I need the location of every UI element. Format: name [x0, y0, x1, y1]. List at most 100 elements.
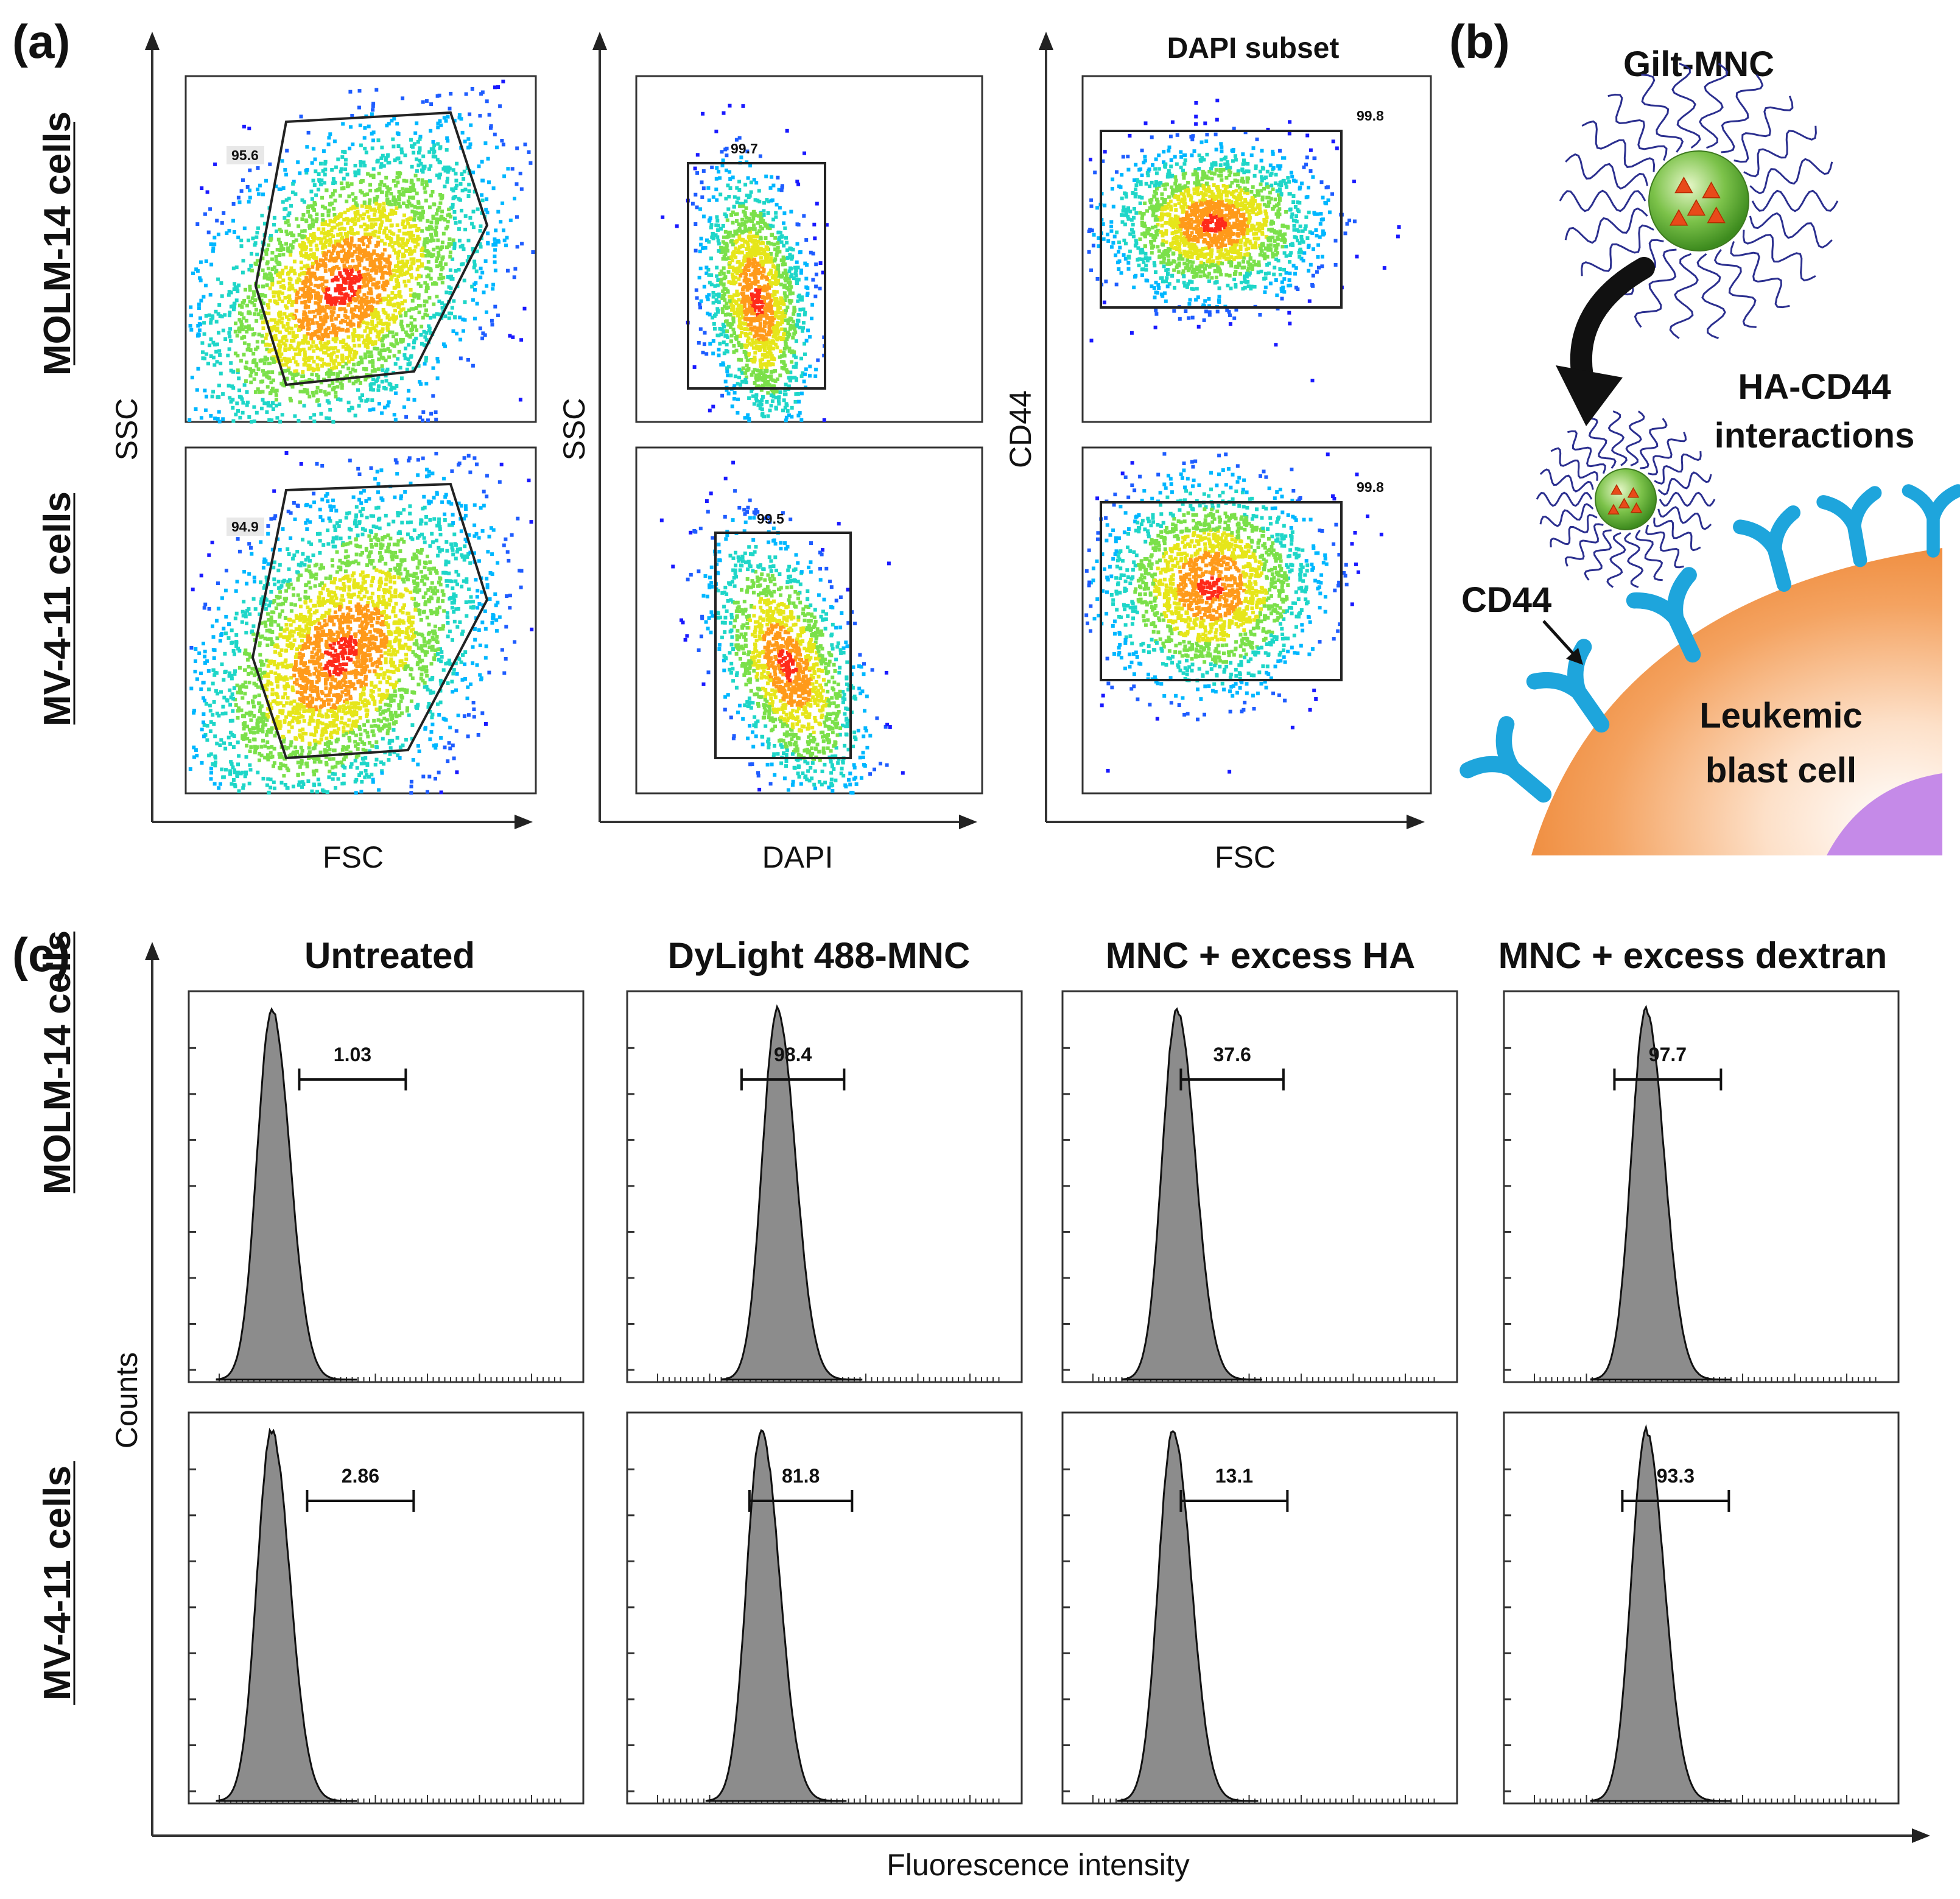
density-point — [347, 585, 351, 589]
density-point — [262, 674, 267, 678]
density-point — [339, 720, 343, 725]
density-point — [278, 228, 282, 231]
density-point — [493, 248, 497, 252]
density-point — [264, 252, 269, 256]
density-point — [288, 713, 292, 717]
density-point — [409, 288, 413, 292]
density-point — [434, 259, 438, 264]
density-point — [339, 181, 343, 185]
density-point — [354, 201, 358, 205]
density-point — [329, 580, 334, 584]
density-point — [310, 161, 314, 165]
density-point — [309, 243, 313, 247]
density-point — [325, 342, 329, 346]
density-point — [387, 603, 391, 607]
density-point — [431, 282, 435, 286]
density-point — [317, 329, 321, 333]
density-point — [494, 228, 498, 233]
density-point — [309, 253, 314, 257]
density-point — [337, 326, 341, 331]
density-point — [351, 192, 355, 196]
density-point — [268, 298, 272, 303]
density-point — [393, 293, 398, 298]
density-point — [363, 352, 367, 356]
density-point — [356, 747, 360, 751]
density-point — [335, 700, 339, 704]
density-point — [320, 277, 324, 281]
density-point — [346, 221, 350, 225]
density-point — [265, 733, 269, 737]
density-point — [472, 263, 477, 267]
density-point — [387, 322, 391, 326]
density-point — [374, 672, 379, 676]
density-point — [334, 242, 338, 247]
density-point — [301, 653, 305, 657]
density-point — [384, 158, 388, 162]
density-point — [319, 161, 323, 166]
density-point — [356, 388, 360, 392]
density-point — [315, 212, 319, 216]
density-point — [275, 248, 279, 251]
density-point — [236, 235, 241, 239]
density-point — [449, 502, 454, 506]
density-point — [416, 234, 420, 239]
density-point — [300, 715, 304, 719]
density-point — [360, 628, 365, 632]
density-point — [236, 289, 240, 293]
density-point — [266, 267, 270, 270]
density-point — [402, 558, 407, 562]
density-point — [436, 599, 440, 603]
density-point — [233, 282, 237, 286]
density-point — [382, 280, 386, 284]
density-point — [297, 419, 301, 423]
density-point — [356, 270, 360, 274]
density-point — [331, 498, 335, 502]
density-point — [331, 234, 335, 239]
density-point — [315, 308, 319, 312]
density-point — [313, 332, 317, 337]
density-point — [253, 241, 258, 245]
density-point — [307, 326, 311, 331]
density-point — [424, 183, 429, 188]
density-point — [279, 285, 283, 289]
density-point — [386, 533, 390, 538]
density-point — [387, 200, 392, 204]
density-point — [265, 628, 269, 633]
density-point — [265, 347, 269, 351]
density-point — [307, 673, 312, 677]
density-point — [231, 370, 236, 374]
density-point — [393, 614, 398, 618]
density-point — [198, 278, 203, 283]
density-point — [323, 222, 328, 226]
density-point — [353, 265, 357, 269]
density-point — [460, 130, 465, 135]
density-point — [455, 331, 458, 335]
density-point — [326, 287, 331, 291]
density-point — [234, 703, 238, 707]
density-point — [368, 218, 372, 222]
density-point — [236, 762, 240, 767]
density-point — [236, 354, 240, 358]
density-point — [247, 572, 251, 576]
density-point — [284, 207, 288, 211]
density-point — [268, 343, 272, 347]
density-point — [252, 405, 256, 409]
density-point — [203, 698, 207, 703]
density-point — [351, 252, 355, 256]
density-point — [227, 384, 231, 388]
density-point — [527, 150, 531, 154]
density-point — [224, 614, 228, 619]
density-point — [277, 187, 281, 191]
density-point — [371, 265, 376, 269]
density-point — [434, 653, 438, 657]
density-point — [235, 334, 239, 338]
density-point — [276, 273, 280, 277]
density-point — [256, 226, 260, 230]
density-point — [480, 270, 485, 275]
density-point — [236, 690, 240, 695]
density-point — [424, 600, 427, 604]
density-point — [454, 221, 458, 225]
density-point — [363, 775, 367, 779]
density-point — [416, 646, 421, 650]
density-point — [328, 651, 332, 656]
